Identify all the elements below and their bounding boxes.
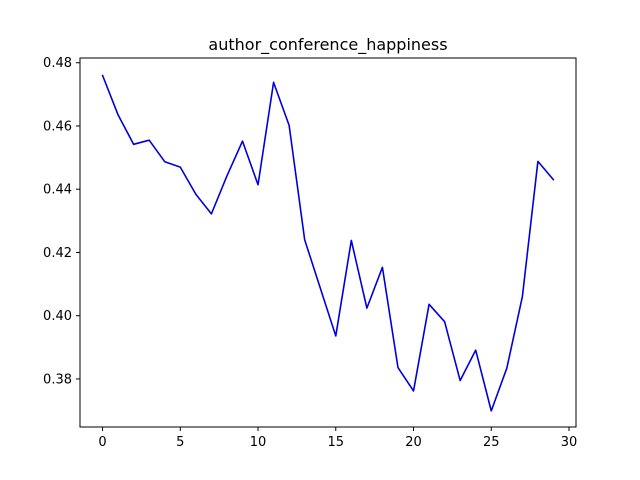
x-tick-label: 30 (561, 435, 578, 450)
x-tick-label: 25 (483, 435, 500, 450)
x-tick-label: 15 (328, 435, 345, 450)
x-tick-label: 5 (176, 435, 184, 450)
y-tick-label: 0.38 (43, 372, 72, 387)
chart-title: author_conference_happiness (208, 35, 447, 55)
y-tick-label: 0.48 (43, 56, 72, 71)
x-tick-label: 20 (405, 435, 422, 450)
y-tick-label: 0.46 (43, 119, 72, 134)
y-tick-label: 0.44 (43, 183, 72, 198)
axes-frame (79, 57, 577, 428)
y-tick-label: 0.40 (43, 309, 72, 324)
series-line-0 (101, 74, 555, 412)
x-tick-label: 10 (250, 435, 267, 450)
x-tick-label: 0 (98, 435, 106, 450)
plot-area: 0 5 10 15 20 25 30 0.38 0.40 0.42 0.44 0.46 0.48 (43, 56, 577, 450)
y-tick-label: 0.42 (43, 246, 72, 261)
